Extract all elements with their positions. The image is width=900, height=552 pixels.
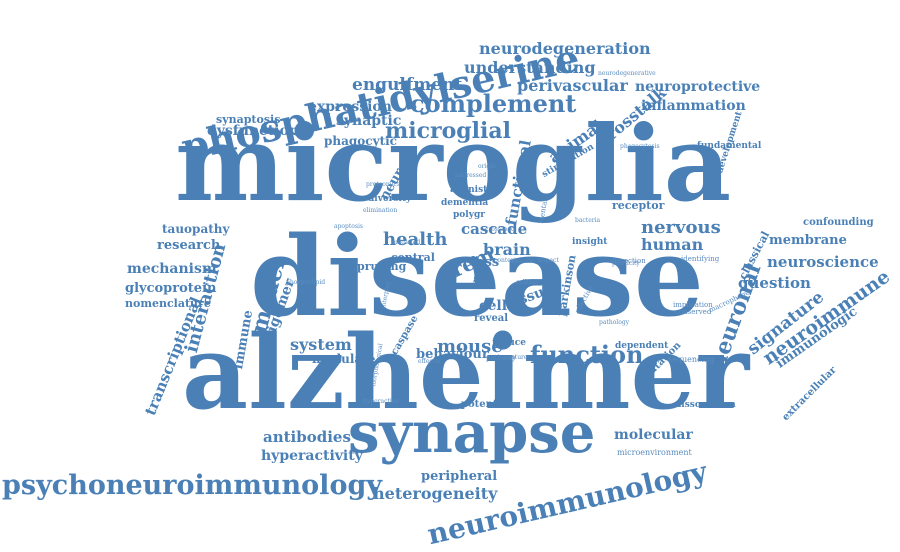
word-microenvironment: microenvironment: [617, 448, 692, 457]
word-insight: insight: [572, 237, 608, 247]
word-perivascular: perivascular: [517, 76, 628, 95]
word-crossroad: crossroad: [485, 226, 515, 233]
word-synapse: synapse: [348, 400, 596, 466]
word-neurodegenerative: neurodegenerative: [598, 70, 656, 77]
word-cell: cell: [479, 298, 508, 314]
word-peripheral: peripheral: [421, 469, 498, 484]
word-dysfunction: dysfunction: [207, 123, 300, 139]
word-synaptic: synaptic: [336, 113, 402, 129]
word-neuroprotective: neuroprotective: [635, 79, 761, 95]
word-confounding: confounding: [803, 217, 874, 228]
word-dissociation: dissociation: [675, 400, 736, 410]
word-hyperactivity: hyperactivity: [261, 448, 363, 464]
word-fundamental: fundamental: [697, 141, 762, 151]
word-context: context: [494, 257, 517, 264]
word-disease: disease: [250, 212, 704, 341]
word-mechanism: mechanism: [127, 261, 217, 277]
word-extracellular: extracellular: [780, 364, 839, 424]
word-reveal: reveal: [474, 313, 509, 324]
word-neurodegeneration: neurodegeneration: [479, 39, 651, 58]
word-synaptosis: synaptosis: [216, 113, 281, 126]
word-diversity: diversity: [368, 194, 412, 204]
word-hyperactive: hyperactive: [363, 398, 399, 405]
word-effector: effector: [418, 358, 442, 365]
word-behaviour: behaviour: [416, 347, 489, 362]
word-receptor: receptor: [612, 199, 665, 212]
word-cellular: cellular: [516, 279, 539, 286]
word-glycoprotein: glycoprotein: [125, 281, 217, 296]
word-apoptosis: apoptosis: [334, 223, 363, 230]
word-modulate: modulate: [312, 352, 376, 366]
word-system: system: [290, 335, 352, 354]
word-induce: induce: [492, 338, 527, 348]
word-complement: complement: [410, 89, 577, 118]
word-origin: origin: [478, 163, 497, 170]
word-bacteria: bacteria: [575, 217, 601, 224]
word-nervous: nervous: [641, 217, 721, 238]
word-question: question: [738, 274, 811, 292]
word-plasticity: plasticity: [612, 260, 640, 267]
word-sequencing: sequencing: [668, 355, 715, 364]
word-phospholipid: phospholipid: [286, 279, 326, 286]
word-dementia: dementia: [441, 198, 489, 208]
word-cascade: cascade: [461, 220, 528, 238]
word-phagocytic: phagocytic: [324, 134, 397, 148]
word-specific: specific: [511, 258, 535, 265]
word-pruning: pruning: [357, 260, 407, 273]
word-microglia: microglia: [175, 102, 732, 225]
word-psychoneuroimmunology: psychoneuroimmunology: [2, 470, 383, 501]
word-agonistic: agonistic: [450, 185, 497, 195]
word-addressed: addressed: [455, 172, 487, 179]
word-tauopathy: tauopathy: [162, 222, 230, 236]
word-pathway: pathway: [486, 354, 517, 362]
word-expression: expression: [308, 99, 392, 115]
word-alzheimer: alzheimer: [182, 313, 750, 433]
word-function: function: [530, 340, 644, 369]
word-phagocytosis: phagocytosis: [620, 143, 660, 150]
word-loss: loss: [471, 255, 500, 270]
word-nomenclature: nomenclature: [125, 297, 211, 310]
word-inflammation: inflammation: [641, 98, 746, 114]
word-engulfment: engulfment: [352, 75, 463, 95]
word-research: research: [157, 238, 221, 253]
word-antibodies: antibodies: [263, 428, 351, 446]
word-health: health: [383, 229, 448, 250]
word-membrane: membrane: [769, 233, 847, 248]
word-microglial: microglial: [385, 118, 512, 144]
word-neuroscience: neuroscience: [767, 253, 879, 271]
word-understanding: understanding: [464, 58, 596, 77]
word-capture: capture: [504, 354, 528, 361]
word-central: central: [391, 251, 435, 264]
word-dissection: dissection: [610, 257, 646, 265]
word-conserved: conserved: [675, 308, 712, 316]
word-heterogeneity: heterogeneity: [373, 484, 498, 503]
word-mediated: mediated: [392, 239, 421, 246]
word-mouse: mouse: [437, 336, 503, 357]
word-proteomics: proteomics: [366, 181, 400, 188]
word-impact: impact: [538, 257, 559, 264]
word-identifying: identifying: [681, 255, 720, 263]
word-brain: brain: [483, 240, 531, 259]
word-elimination: elimination: [363, 207, 398, 214]
word-human: human: [641, 235, 704, 254]
word-pathology: pathology: [599, 319, 630, 326]
word-molecular: molecular: [614, 427, 693, 443]
word-dependent: dependent: [615, 341, 669, 351]
word-potential: potential: [461, 399, 512, 410]
word-polygr: polygr: [453, 210, 485, 220]
word-implication: implication: [673, 301, 713, 309]
